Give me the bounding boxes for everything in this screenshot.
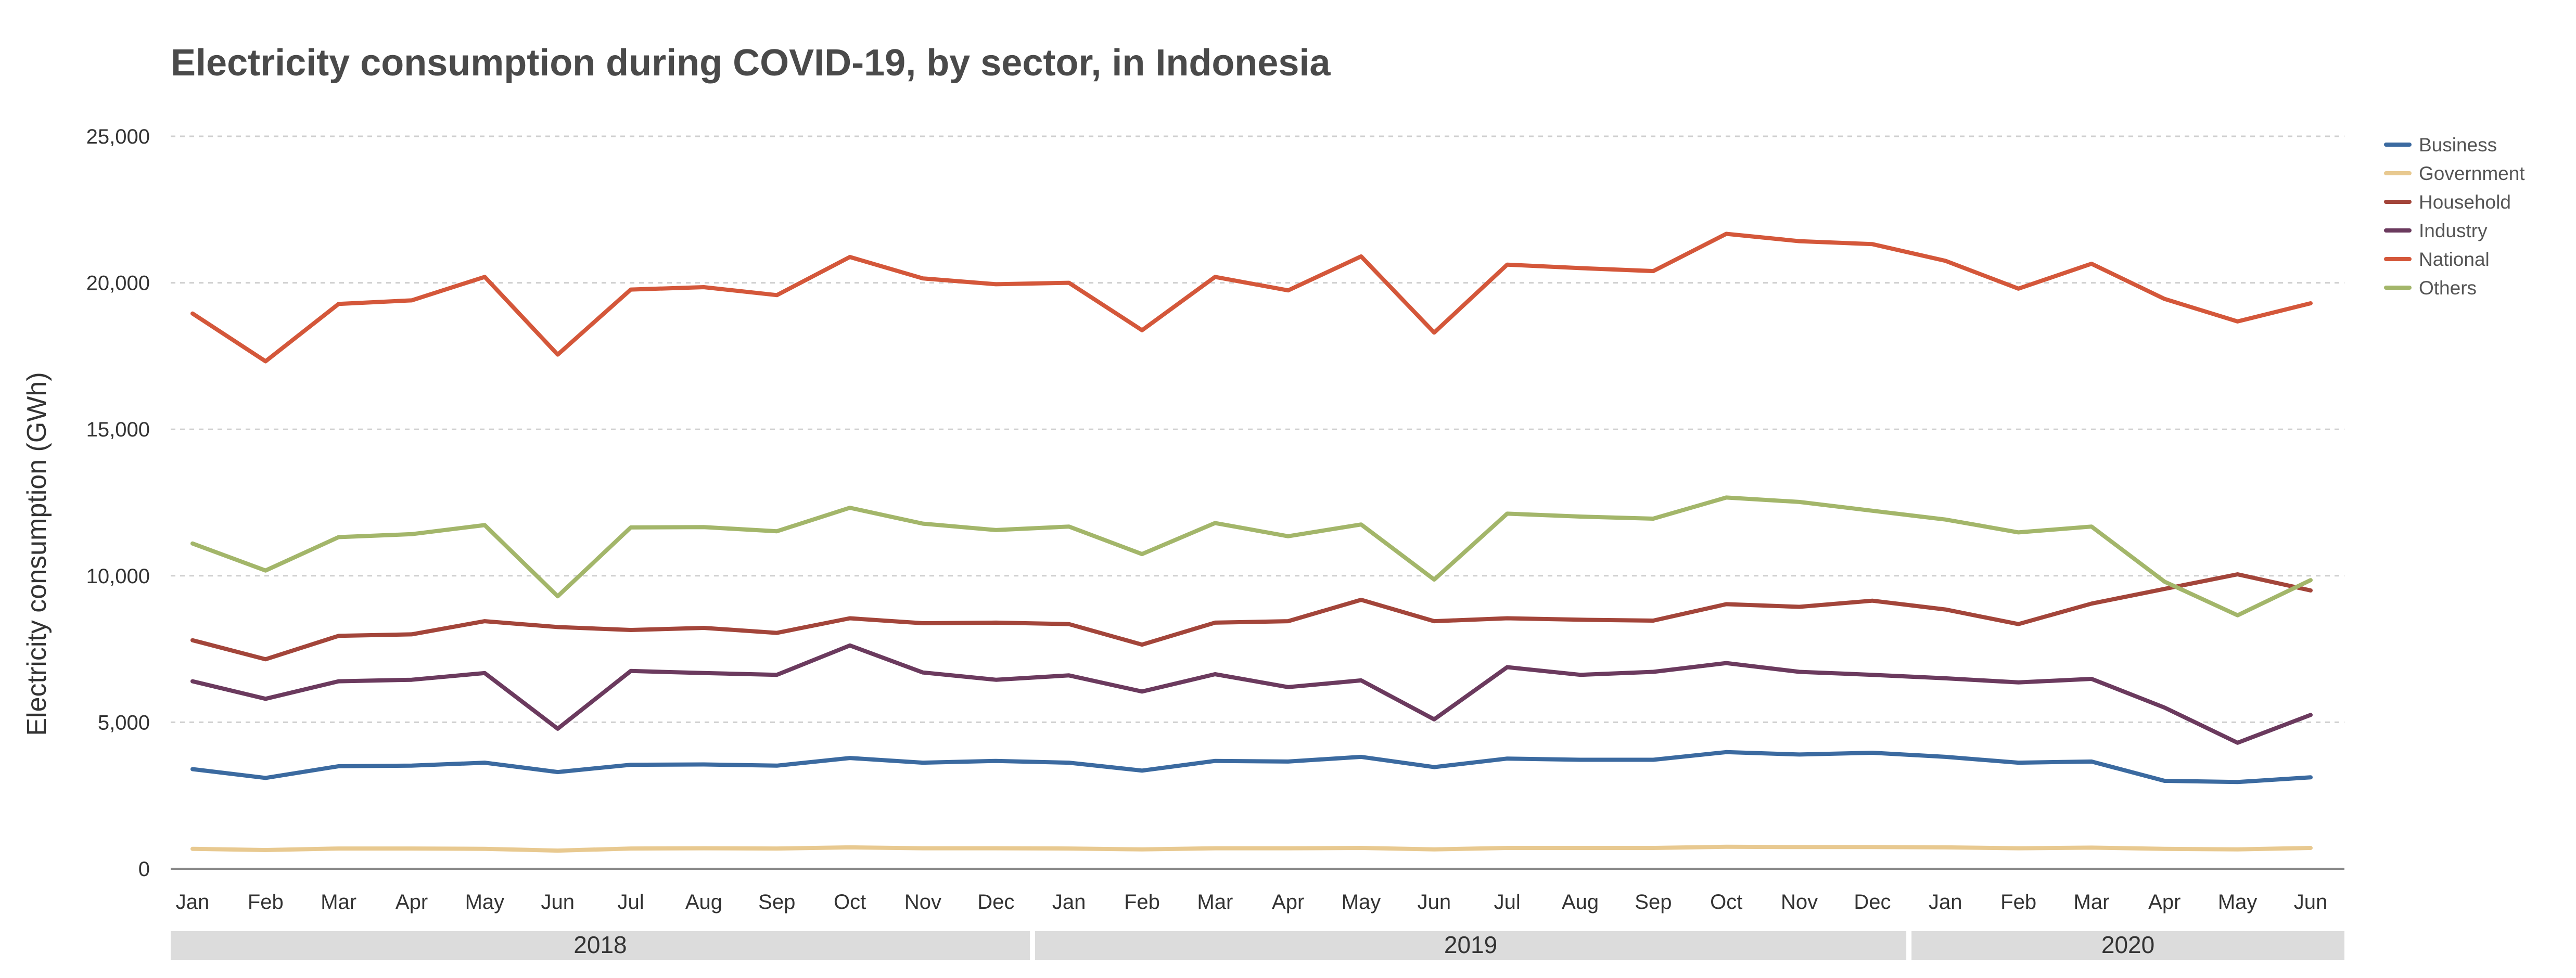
x-tick-label: Feb (1124, 891, 1160, 913)
y-tick-label: 15,000 (86, 418, 150, 441)
x-tick-label: Nov (1781, 891, 1818, 913)
legend-label-national: National (2419, 249, 2490, 270)
x-tick-label: Sep (1635, 891, 1672, 913)
chart-title: Electricity consumption during COVID-19,… (171, 42, 1331, 84)
year-band (1911, 931, 2344, 960)
y-tick-label: 5,000 (98, 711, 150, 734)
x-tick-label: Jun (541, 891, 575, 913)
year-bands: 2018 2019 2020 (171, 931, 2344, 960)
series-line-industry (190, 643, 2313, 745)
series-line-national (190, 231, 2313, 364)
x-tick-label: Dec (977, 891, 1014, 913)
x-tick-label: Jan (176, 891, 210, 913)
legend-label-others: Others (2419, 277, 2477, 299)
x-tick-label: May (2218, 891, 2258, 913)
x-tick-label: Mar (321, 891, 356, 913)
x-tick-label: Oct (1710, 891, 1742, 913)
x-tick-label: Feb (2000, 891, 2036, 913)
x-tick-label: Aug (685, 891, 722, 913)
axes: 0 5,000 10,000 15,000 20,000 25,000 (86, 125, 2344, 881)
series-line-others (190, 495, 2313, 617)
legend: Business Government Household Industry Natio… (2384, 134, 2525, 299)
year-band (171, 931, 1030, 960)
x-tick-label: Mar (1197, 891, 1233, 913)
legend-label-government: Government (2419, 163, 2525, 184)
x-tick-label: Apr (1272, 891, 1304, 913)
x-tick-labels: Jan Feb Mar Apr May Jun Jul Aug Sep Oct Nov Dec Jan F… (176, 891, 2328, 913)
y-axis-title: Electricity consumption (GWh) (22, 372, 52, 736)
year-label: 2018 (573, 931, 627, 958)
x-tick-label: Nov (904, 891, 941, 913)
legend-label-industry: Industry (2419, 220, 2488, 241)
x-tick-label: Feb (248, 891, 284, 913)
x-tick-label: Dec (1854, 891, 1891, 913)
x-tick-label: Jan (1929, 891, 1962, 913)
x-tick-label: Jul (617, 891, 644, 913)
y-tick-label: 25,000 (86, 125, 150, 148)
legend-label-business: Business (2419, 134, 2497, 156)
x-tick-label: Aug (1562, 891, 1599, 913)
x-tick-label: May (465, 891, 505, 913)
series-line-business (190, 750, 2313, 784)
year-label: 2019 (1444, 931, 1497, 958)
x-tick-label: Jan (1052, 891, 1086, 913)
x-tick-label: Mar (2074, 891, 2110, 913)
series-line-government (190, 844, 2313, 853)
x-tick-label: Sep (758, 891, 795, 913)
x-tick-label: Jun (2294, 891, 2328, 913)
series-lines (190, 231, 2313, 853)
x-tick-label: Apr (396, 891, 428, 913)
legend-label-household: Household (2419, 191, 2511, 213)
x-tick-label: Oct (834, 891, 866, 913)
year-band (1035, 931, 1907, 960)
y-tick-label: 20,000 (86, 272, 150, 295)
gridlines (171, 135, 2344, 723)
x-tick-label: Jun (1418, 891, 1451, 913)
y-tick-label: 0 (138, 858, 150, 881)
y-tick-label: 10,000 (86, 565, 150, 588)
year-label: 2020 (2101, 931, 2154, 958)
x-tick-label: Jul (1494, 891, 1521, 913)
x-tick-label: May (1342, 891, 1381, 913)
series-line-household (190, 572, 2313, 662)
x-tick-label: Apr (2148, 891, 2180, 913)
